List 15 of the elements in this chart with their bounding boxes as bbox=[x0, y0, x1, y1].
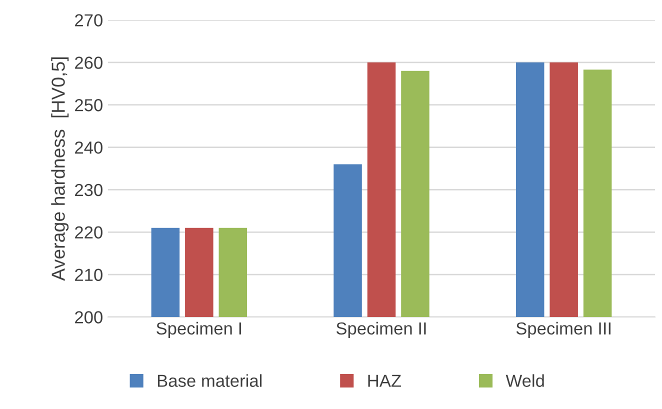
y-tick-label: 250 bbox=[75, 99, 102, 112]
legend-label: HAZ bbox=[368, 374, 402, 387]
y-tick-label: 260 bbox=[75, 56, 102, 69]
y-axis-title: Average hardness [HV0,5] bbox=[51, 57, 69, 281]
x-tick-label: Specimen III bbox=[516, 322, 610, 338]
x-tick-label: Specimen I bbox=[156, 322, 241, 338]
y-tick-label: 210 bbox=[75, 268, 102, 282]
y-tick-label: 270 bbox=[75, 14, 102, 26]
x-tick-label: Specimen II bbox=[336, 322, 426, 338]
y-tick-label: 230 bbox=[75, 184, 102, 196]
legend-label: Weld bbox=[506, 374, 544, 387]
legend-label: Base material bbox=[158, 374, 262, 387]
y-tick-label: 240 bbox=[75, 141, 102, 154]
y-tick-label: 200 bbox=[75, 311, 102, 324]
y-tick-label: 220 bbox=[75, 226, 102, 239]
